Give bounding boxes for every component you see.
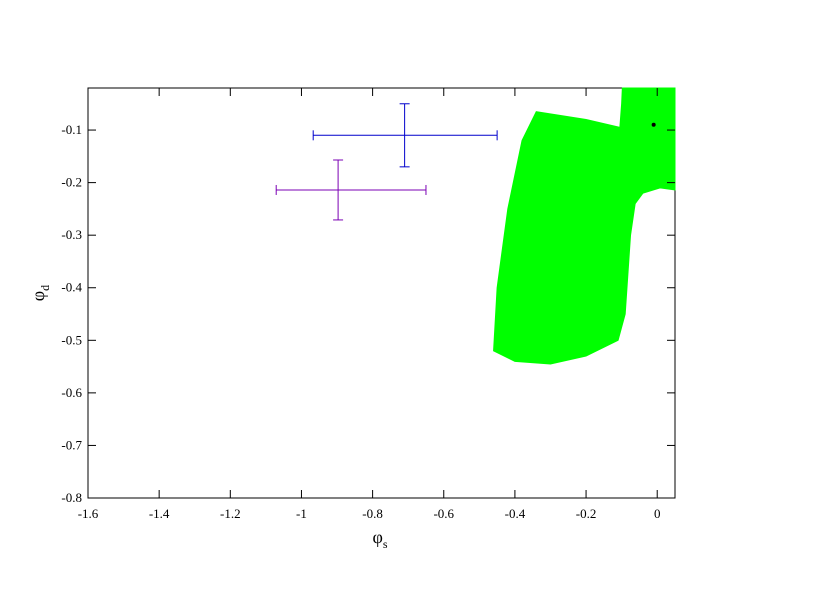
x-tick-label: -0.6 [433, 506, 454, 521]
x-tick-label: -0.8 [362, 506, 383, 521]
y-tick-label: -0.1 [61, 122, 82, 137]
x-label-symbol: φ [372, 527, 382, 547]
x-tick-label: -1 [296, 506, 307, 521]
y-tick-label: -0.8 [61, 490, 82, 505]
y-label-sub: d [38, 285, 52, 291]
plot-frame [87, 87, 676, 499]
x-tick-label: -0.2 [576, 506, 597, 521]
y-axis-label: φd [28, 285, 52, 301]
y-tick-label: -0.5 [61, 332, 82, 347]
x-tick-label: -1.2 [220, 506, 241, 521]
x-tick-label: -1.4 [149, 506, 170, 521]
point [651, 122, 656, 127]
x-label-sub: s [383, 537, 388, 551]
allowed-region [493, 87, 676, 365]
x-axis-label: φs [372, 527, 387, 551]
y-tick-label: -0.2 [61, 175, 82, 190]
y-tick-label: -0.7 [61, 437, 82, 452]
x-tick-label: 0 [654, 506, 661, 521]
y-label-symbol: φ [28, 291, 48, 301]
x-tick-label: -1.6 [78, 506, 99, 521]
y-tick-label: -0.4 [61, 280, 82, 295]
y-tick-label: -0.6 [61, 385, 82, 400]
x-tick-label: -0.4 [505, 506, 526, 521]
y-tick-label: -0.3 [61, 227, 82, 242]
